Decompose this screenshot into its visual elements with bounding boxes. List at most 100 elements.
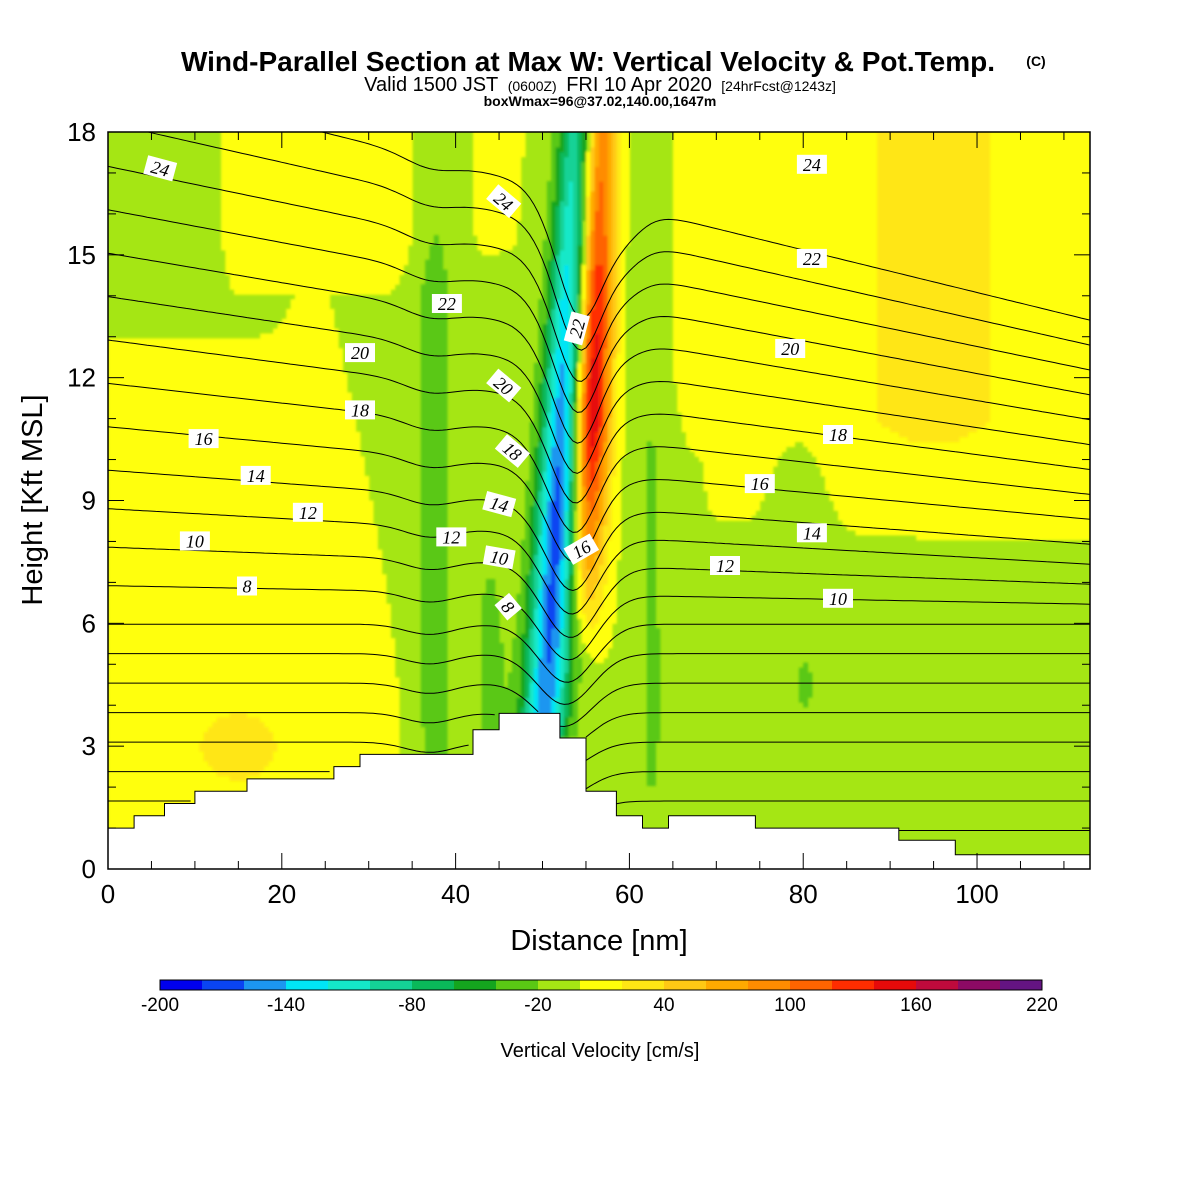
valid-date: FRI 10 Apr 2020	[566, 74, 712, 96]
velocity-cell	[538, 588, 544, 659]
velocity-cell	[264, 333, 270, 728]
velocity-cell	[920, 132, 926, 443]
velocity-cell	[746, 132, 752, 521]
velocity-cell	[147, 338, 152, 869]
theta-line	[108, 339, 1090, 504]
velocity-cell	[859, 132, 865, 536]
velocity-cell	[677, 132, 683, 413]
velocity-cell	[929, 441, 935, 541]
colorbar: -200 -140 -80 -20 40 100 160 220	[141, 979, 1058, 1016]
velocity-cell	[572, 132, 578, 325]
velocity-cell	[360, 456, 365, 869]
velocity-cell	[268, 132, 274, 295]
theta-label-text: 20	[781, 339, 799, 359]
velocity-cell	[512, 132, 517, 246]
velocity-cell	[351, 132, 357, 295]
velocity-cell	[798, 667, 804, 703]
theta-label: 22	[431, 294, 462, 314]
theta-label-text: 18	[829, 425, 847, 445]
y-tick-label: 12	[67, 363, 96, 393]
velocity-cell	[555, 254, 561, 300]
velocity-cell	[751, 132, 756, 516]
velocity-cell	[590, 358, 596, 447]
x-tick-label: 60	[615, 879, 644, 909]
velocity-cell	[368, 132, 374, 295]
velocity-cell	[1046, 132, 1052, 541]
velocity-cell	[933, 441, 939, 541]
theta-label-text: 22	[565, 317, 589, 340]
velocity-cell	[559, 687, 565, 728]
theta-label: 24	[143, 155, 178, 182]
theta-line	[108, 741, 1090, 761]
velocity-cell	[555, 647, 561, 698]
theta-label-text: 14	[247, 466, 265, 486]
velocity-cell	[273, 132, 278, 295]
velocity-cell	[651, 446, 656, 787]
forecast-info: [24hrFcst@1243z]	[721, 78, 836, 94]
colorbar-tick-label: -20	[524, 995, 551, 1016]
velocity-cell	[155, 338, 161, 869]
velocity-cell	[190, 338, 196, 869]
velocity-cell	[955, 441, 961, 541]
velocity-cell	[937, 132, 943, 443]
velocity-cell	[616, 132, 622, 354]
velocity-cell	[590, 446, 596, 482]
velocity-cell	[551, 397, 557, 447]
velocity-cell	[420, 284, 426, 728]
velocity-cell	[277, 323, 283, 869]
velocity-cell	[347, 132, 352, 295]
velocity-cell	[994, 132, 1000, 541]
theta-label-box	[710, 556, 740, 575]
velocity-cell	[546, 584, 552, 664]
velocity-cell	[594, 333, 600, 433]
velocity-cell	[138, 338, 144, 869]
velocity-cell	[225, 338, 231, 718]
velocity-cell	[559, 151, 565, 202]
velocity-cell	[586, 235, 591, 271]
theta-label-box	[775, 339, 806, 358]
velocity-cell	[255, 338, 261, 718]
theta-label-box	[292, 502, 323, 522]
velocity-cell	[811, 132, 817, 457]
velocity-cell	[546, 318, 552, 369]
velocity-cell	[125, 338, 131, 869]
velocity-cell	[555, 397, 561, 467]
theta-label-text: 12	[442, 527, 460, 547]
velocity-cell	[555, 132, 561, 148]
velocity-cell	[551, 446, 557, 502]
velocity-cell	[690, 132, 696, 452]
velocity-cell	[881, 132, 887, 428]
velocity-cell	[247, 132, 252, 295]
velocity-cell	[290, 132, 296, 295]
theta-line	[108, 382, 1090, 533]
velocity-cell	[529, 569, 535, 629]
velocity-cell	[607, 539, 613, 649]
theta-label: 22	[796, 248, 827, 269]
theta-label: 14	[240, 465, 271, 486]
theta-label-box	[563, 311, 590, 346]
theta-label: 24	[796, 154, 827, 175]
theta-label-text: 12	[299, 503, 317, 523]
velocity-cell	[216, 338, 222, 718]
velocity-cell	[355, 132, 361, 295]
velocity-cell	[164, 338, 170, 869]
velocity-cell	[985, 421, 991, 541]
velocity-cell	[212, 338, 218, 723]
plot-area: 2424242222222020201818181616161414141212…	[108, 132, 1090, 869]
colorbar-swatch	[412, 980, 455, 990]
velocity-cell	[238, 338, 244, 713]
velocity-cell	[529, 628, 535, 683]
velocity-cell	[759, 132, 765, 502]
velocity-cell	[373, 132, 378, 295]
velocity-cell	[772, 132, 778, 467]
velocity-cell	[264, 132, 270, 295]
chart-title: Wind-Parallel Section at Max W: Vertical…	[181, 46, 995, 77]
velocity-cell	[929, 132, 935, 443]
theta-label: 12	[710, 556, 740, 576]
velocity-cell	[803, 132, 809, 448]
velocity-cell	[885, 132, 891, 428]
velocity-cell	[533, 446, 539, 502]
velocity-cell	[590, 230, 596, 271]
velocity-cell	[281, 132, 287, 295]
colorbar-swatch	[790, 980, 833, 990]
